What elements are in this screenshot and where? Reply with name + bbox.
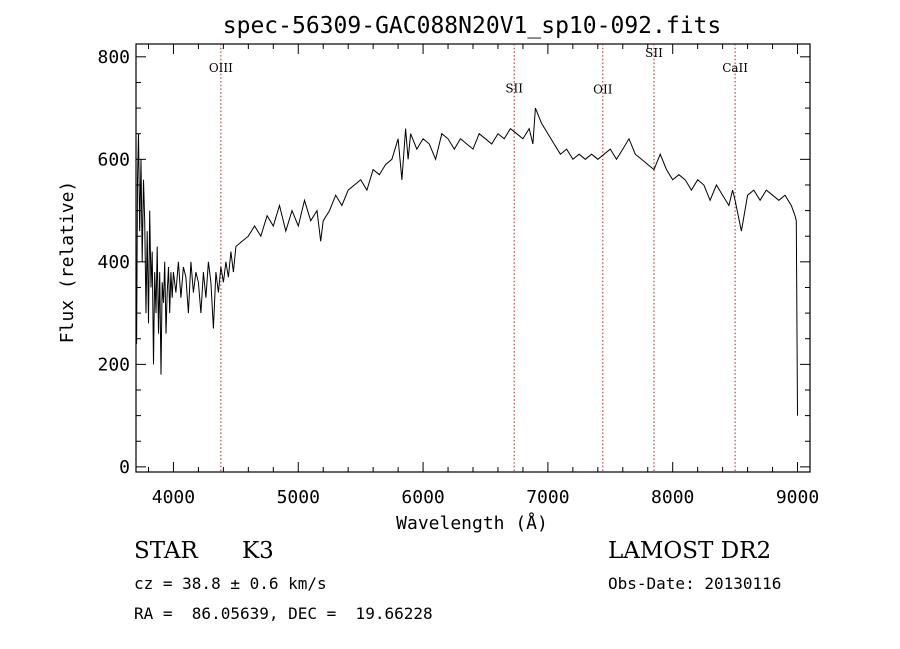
y-tick-label: 600 — [97, 149, 130, 170]
plot-border — [135, 43, 811, 473]
plot-frame — [135, 43, 811, 473]
x-tick-label: 6000 — [401, 487, 444, 508]
line-marker-label: SII — [645, 46, 663, 60]
x-tick-label: 7000 — [526, 487, 569, 508]
survey-name: LAMOST DR2 — [608, 538, 772, 564]
x-tick-label: 9000 — [776, 487, 819, 508]
emission-line-markers: OIII SII OII SII CaII — [209, 44, 748, 472]
observation-date: Obs-Date: 20130116 — [608, 574, 782, 593]
x-axis: 4000 5000 6000 7000 8000 9000 — [147, 44, 819, 508]
x-tick-label: 4000 — [152, 487, 195, 508]
line-marker-label: SII — [505, 82, 523, 96]
object-subclass: K3 — [242, 538, 274, 564]
y-tick-label: 0 — [119, 457, 130, 478]
y-tick-label: 800 — [97, 47, 130, 68]
x-tick-label: 8000 — [651, 487, 694, 508]
y-tick-label: 400 — [97, 252, 130, 273]
x-axis-title: Wavelength (Å) — [396, 512, 548, 534]
line-marker-label: OII — [593, 83, 613, 97]
redshift-velocity: cz = 38.8 ± 0.6 km/s — [134, 574, 327, 593]
coordinates: RA = 86.05639, DEC = 19.66228 — [134, 604, 433, 623]
x-tick-label: 5000 — [277, 487, 320, 508]
object-type: STAR — [134, 538, 198, 564]
spectrum-line — [136, 107, 798, 416]
y-axis: 0 200 400 600 800 — [97, 47, 810, 478]
y-axis-title: Flux (relative) — [57, 181, 78, 344]
line-marker-label: CaII — [722, 61, 748, 75]
y-tick-label: 200 — [97, 354, 130, 375]
chart-title: spec-56309-GAC088N20V1_sp10-092.fits — [223, 13, 722, 39]
line-marker-label: OIII — [209, 61, 233, 75]
